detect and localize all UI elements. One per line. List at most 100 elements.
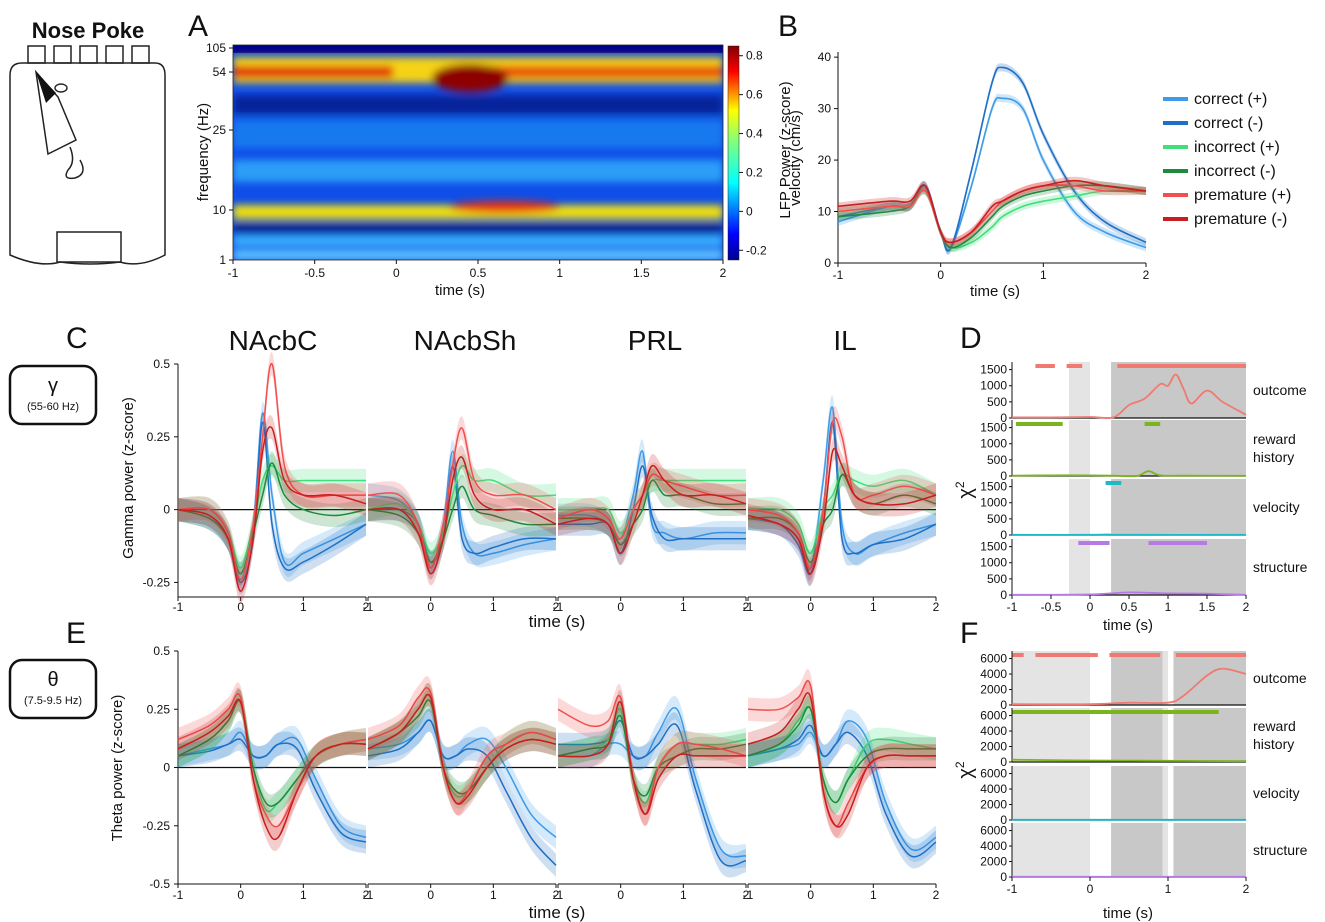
y-tick-label: 0 — [1000, 698, 1007, 712]
row-label: reward — [1253, 431, 1296, 447]
x-tick-label: -1 — [1007, 882, 1018, 896]
shade-dark — [1111, 651, 1163, 705]
y-tick-label: 500 — [987, 395, 1007, 409]
panel-b-legend: correct (+) correct (-) incorrect (+) incor… — [1163, 91, 1291, 228]
y-tick-label: 4000 — [980, 839, 1007, 853]
x-tick-label: 1 — [1165, 600, 1172, 614]
x-tick-label: -1 — [743, 600, 754, 614]
panel-b-ylabel: velocity (cm/s) — [787, 110, 804, 206]
series-band-correct_plus — [178, 720, 366, 849]
y-tick-label: 1 — [219, 253, 226, 267]
series-band-correct_minus — [178, 410, 366, 595]
x-tick-label: 0 — [1087, 882, 1094, 896]
y-tick-label: 0 — [1000, 411, 1007, 425]
region-panel-nacbsh: -1 0 1 2 — [363, 416, 560, 614]
x-tick-label: 2 — [363, 888, 370, 902]
series-line-premature_plus — [177, 363, 366, 581]
y-tick-label: 6000 — [980, 824, 1007, 838]
x-tick-label: 0 — [807, 600, 814, 614]
series-band-incorrect_minus — [368, 688, 556, 806]
series-band-premature_plus — [368, 676, 556, 816]
x-tick-label: -1 — [1007, 600, 1018, 614]
shade-light — [1012, 823, 1090, 877]
x-tick-label: -1 — [228, 266, 239, 280]
y-tick-label: 2000 — [980, 798, 1007, 812]
gamma-range: (55-60 Hz) — [27, 401, 79, 413]
y-tick-label: 1500 — [980, 363, 1007, 377]
region-title-prl: PRL — [628, 325, 682, 356]
series-band-incorrect_plus — [368, 454, 556, 566]
significance-bar — [1035, 364, 1055, 368]
food-magazine — [56, 231, 122, 263]
x-tick-label: 2 — [1243, 882, 1250, 896]
panel-letter-a: A — [188, 10, 208, 43]
x-tick-label: -0.5 — [1041, 600, 1062, 614]
y-tick-label: 20 — [818, 153, 832, 167]
series-band-premature_minus — [178, 687, 366, 852]
y-tick-label: 54 — [213, 65, 227, 79]
nose-poke-title: Nose Poke — [32, 18, 145, 43]
x-tick-label: 2 — [553, 600, 560, 614]
series-line-incorrect_plus — [367, 464, 557, 555]
chi2-curve — [1011, 758, 1247, 763]
x-tick-label: 0 — [393, 266, 400, 280]
x-tick-label: 1 — [300, 600, 307, 614]
panel-e-ylabel: Theta power (z-score) — [109, 695, 126, 842]
x-tick-label: 1 — [1165, 882, 1172, 896]
series-band-incorrect_plus — [838, 186, 1146, 253]
panel-a-xlabel: time (s) — [435, 282, 485, 299]
series-band-correct_minus — [368, 454, 556, 575]
chi2-curve — [1011, 667, 1247, 706]
chi2-row-outcome: 1500 1000 500 0 outcome — [980, 362, 1307, 425]
series-band-correct_minus — [178, 727, 366, 854]
panel-letter-d: D — [960, 322, 982, 355]
colorbar-tick-label: -0.2 — [746, 243, 767, 257]
region-title-nacbc: NAcbC — [229, 325, 318, 356]
chi2-curve — [1011, 470, 1247, 478]
chi2-row-velocity: 1500 1000 500 0 velocity — [980, 479, 1300, 542]
panel-d-chi2: time (s) χ2 150010005000outcome150010005… — [953, 362, 1308, 634]
series-line-premature_minus — [367, 693, 557, 805]
series-band-correct_plus — [368, 439, 556, 580]
y-tick-label: 4000 — [980, 724, 1007, 738]
y-tick-label: 0.25 — [147, 702, 171, 716]
x-tick-label: 0.5 — [470, 266, 487, 280]
x-tick-label: 2 — [933, 888, 940, 902]
significance-bar — [1109, 653, 1161, 657]
theta-band-box: θ (7.5-9.5 Hz) — [8, 658, 98, 720]
series-band-correct_plus — [838, 93, 1146, 254]
legend-label-premature_minus: premature (-) — [1194, 211, 1287, 228]
series-line-premature_minus — [557, 701, 746, 815]
y-tick-label: 500 — [987, 453, 1007, 467]
series-band-premature_minus — [178, 415, 366, 603]
y-tick-label: 0.25 — [147, 430, 171, 444]
panel-b-xlabel: time (s) — [970, 283, 1020, 300]
shade-dark — [1173, 708, 1246, 762]
x-tick-label: 0 — [807, 888, 814, 902]
y-tick-label: 4000 — [980, 667, 1007, 681]
y-tick-label: 500 — [987, 512, 1007, 526]
y-tick-label: 1000 — [980, 496, 1007, 510]
region-panel-il: -1 0 1 2 — [743, 669, 940, 902]
shade-dark — [1111, 420, 1246, 476]
region-titles: NAcbC NAcbSh PRL IL — [229, 325, 857, 356]
x-tick-label: 1 — [870, 600, 877, 614]
y-tick-label: 30 — [818, 102, 832, 116]
y-tick-label: 1500 — [980, 480, 1007, 494]
series-line-premature_minus — [367, 456, 557, 575]
series-band-premature_minus — [558, 453, 746, 565]
x-tick-label: 1 — [1040, 268, 1047, 282]
series-band-incorrect_plus — [178, 454, 366, 580]
panel-d-xlabel: time (s) — [1103, 617, 1153, 634]
y-tick-label: 0 — [1000, 469, 1007, 483]
panel-a-ylabel: frequency (Hz) — [195, 103, 212, 201]
shade-light — [1012, 708, 1090, 762]
panel-b-velocity: time (s) velocity (cm/s) — [787, 110, 1020, 300]
region-panel-prl: -1 0 1 2 — [553, 683, 750, 902]
colorbar-tick-label: 0.2 — [746, 165, 763, 179]
series-line-premature_minus — [177, 698, 367, 841]
panel-letter-e: E — [66, 617, 86, 650]
series-line-premature_minus — [837, 179, 1147, 244]
theta-range: (7.5-9.5 Hz) — [24, 695, 82, 707]
